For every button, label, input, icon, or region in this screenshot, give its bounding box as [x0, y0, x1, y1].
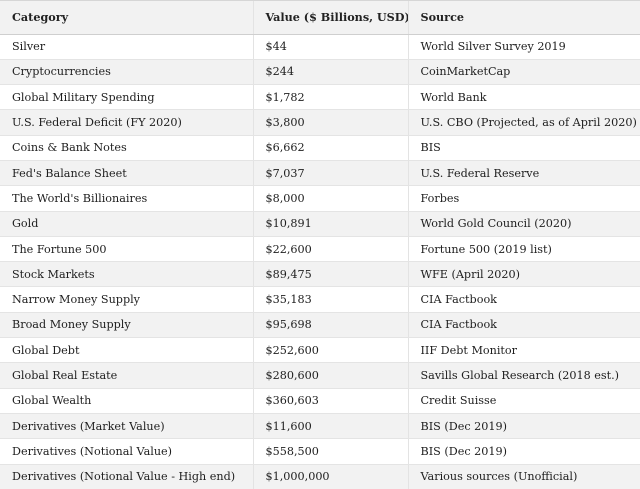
table-row: Derivatives (Notional Value - High end) $…	[0, 464, 640, 489]
cell-category: Global Wealth	[0, 388, 254, 414]
cell-source: World Bank	[408, 84, 640, 111]
table-row: Fed's Balance Sheet $7,037 U.S. Federal Re…	[0, 160, 640, 187]
cell-source: IIF Debt Monitor	[408, 337, 640, 364]
cell-source: WFE (April 2020)	[408, 261, 640, 288]
cell-source: Savills Global Research (2018 est.)	[408, 362, 640, 389]
cell-source: Various sources (Unofficial)	[408, 464, 640, 489]
cell-source: CoinMarketCap	[408, 59, 640, 86]
table-row: Global Real Estate $280,600 Savills Global…	[0, 362, 640, 389]
cell-category: Gold	[0, 211, 254, 237]
cell-category: Cryptocurrencies	[0, 59, 254, 86]
cell-category: Stock Markets	[0, 261, 254, 288]
header-value: Value ($ Billions, USD)	[253, 1, 409, 35]
table-row: Derivatives (Notional Value) $558,500 BIS …	[0, 438, 640, 465]
table-row: Global Wealth $360,603 Credit Suisse	[0, 388, 640, 414]
cell-category: Global Military Spending	[0, 84, 254, 111]
cell-source: BIS (Dec 2019)	[408, 438, 640, 465]
header-source: Source	[408, 1, 640, 35]
cell-value: $1,782	[253, 84, 409, 111]
table-row: The Fortune 500 $22,600 Fortune 500 (2019 …	[0, 236, 640, 263]
table-row: Narrow Money Supply $35,183 CIA Factbook	[0, 286, 640, 313]
table-header: Category Value ($ Billions, USD) Source	[0, 1, 640, 35]
cell-source: BIS	[408, 135, 640, 161]
cell-source: U.S. Federal Reserve	[408, 160, 640, 187]
cell-value: $244	[253, 59, 409, 86]
cell-value: $3,800	[253, 109, 409, 136]
table-row: Coins & Bank Notes $6,662 BIS	[0, 135, 640, 161]
cell-category: Global Real Estate	[0, 362, 254, 389]
cell-value: $6,662	[253, 135, 409, 161]
cell-source: Credit Suisse	[408, 388, 640, 414]
cell-value: $558,500	[253, 438, 409, 465]
cell-source: Forbes	[408, 185, 640, 212]
cell-source: World Silver Survey 2019	[408, 34, 640, 60]
table-row: Broad Money Supply $95,698 CIA Factbook	[0, 312, 640, 339]
cell-category: Narrow Money Supply	[0, 286, 254, 313]
cell-category: The Fortune 500	[0, 236, 254, 263]
header-category: Category	[0, 1, 254, 35]
cell-source: BIS (Dec 2019)	[408, 413, 640, 440]
cell-source: CIA Factbook	[408, 312, 640, 339]
cell-source: U.S. CBO (Projected, as of April 2020)	[408, 109, 640, 136]
header-row: Category Value ($ Billions, USD) Source	[0, 1, 640, 35]
cell-value: $35,183	[253, 286, 409, 313]
cell-value: $22,600	[253, 236, 409, 263]
cell-value: $360,603	[253, 388, 409, 414]
cell-category: Fed's Balance Sheet	[0, 160, 254, 187]
cell-value: $252,600	[253, 337, 409, 364]
table-row: The World's Billionaires $8,000 Forbes	[0, 185, 640, 212]
cell-category: Broad Money Supply	[0, 312, 254, 339]
table-row: Global Military Spending $1,782 World Bank	[0, 84, 640, 111]
cell-source: World Gold Council (2020)	[408, 211, 640, 237]
cell-value: $10,891	[253, 211, 409, 237]
cell-category: U.S. Federal Deficit (FY 2020)	[0, 109, 254, 136]
cell-value: $7,037	[253, 160, 409, 187]
cell-source: CIA Factbook	[408, 286, 640, 313]
table-row: Stock Markets $89,475 WFE (April 2020)	[0, 261, 640, 288]
cell-category: Derivatives (Notional Value - High end)	[0, 464, 254, 489]
table-row: Gold $10,891 World Gold Council (2020)	[0, 211, 640, 237]
cell-category: Silver	[0, 34, 254, 60]
cell-value: $89,475	[253, 261, 409, 288]
cell-value: $44	[253, 34, 409, 60]
cell-value: $1,000,000	[253, 464, 409, 489]
cell-value: $11,600	[253, 413, 409, 440]
cell-value: $95,698	[253, 312, 409, 339]
cell-category: Derivatives (Market Value)	[0, 413, 254, 440]
cell-source: Fortune 500 (2019 list)	[408, 236, 640, 263]
cell-category: Global Debt	[0, 337, 254, 364]
cell-category: Derivatives (Notional Value)	[0, 438, 254, 465]
table-row: Silver $44 World Silver Survey 2019	[0, 34, 640, 60]
cell-value: $280,600	[253, 362, 409, 389]
table-row: Derivatives (Market Value) $11,600 BIS (De…	[0, 413, 640, 440]
cell-category: The World's Billionaires	[0, 185, 254, 212]
table-row: Cryptocurrencies $244 CoinMarketCap	[0, 59, 640, 86]
table-row: Global Debt $252,600 IIF Debt Monitor	[0, 337, 640, 364]
table-row: U.S. Federal Deficit (FY 2020) $3,800 U.S.…	[0, 109, 640, 136]
cell-value: $8,000	[253, 185, 409, 212]
cell-category: Coins & Bank Notes	[0, 135, 254, 161]
table-body: Silver $44 World Silver Survey 2019 Cryptoc…	[0, 34, 640, 489]
